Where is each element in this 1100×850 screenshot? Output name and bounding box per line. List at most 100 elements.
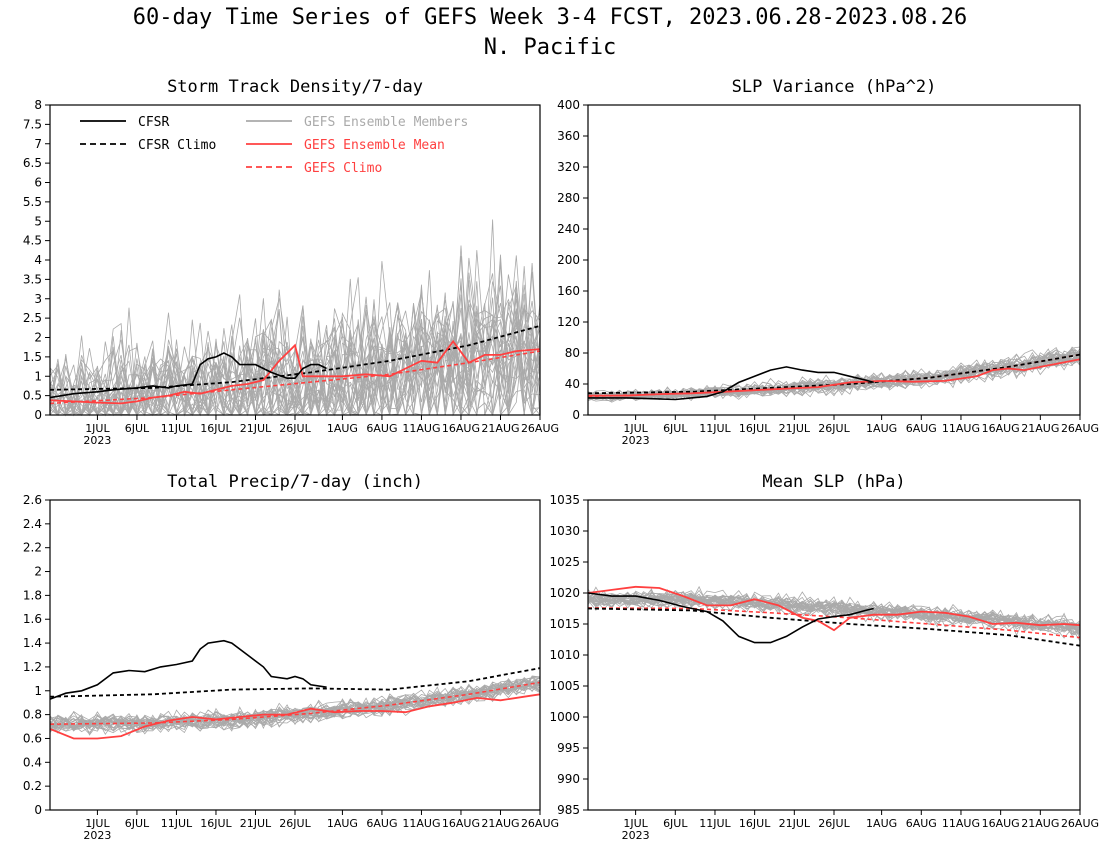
ensemble-member-line [587, 354, 1081, 400]
x-tick-label: 1JUL [85, 817, 110, 830]
x-tick-label: 6JUL [125, 422, 150, 435]
y-tick-label: 7.5 [23, 117, 42, 131]
legend-mean-label: GEFS Ensemble Mean [304, 138, 445, 153]
x-tick-label: 21AUG [1021, 422, 1059, 435]
y-tick-label: 3 [34, 292, 42, 306]
panel-title: Mean SLP (hPa) [762, 472, 905, 492]
y-tick-label: 0.2 [23, 779, 42, 793]
x-tick-label: 11JUL [699, 422, 731, 435]
y-tick-label: 995 [557, 741, 580, 755]
chart-panel-2: SLP Variance (hPa^2) 0 40 80 120 160 200 240 280… [557, 77, 1099, 447]
y-tick-label: 0 [34, 408, 42, 422]
ensemble-member-line [587, 354, 1081, 401]
gefs-climo-line [49, 681, 541, 725]
y-tick-label: 4 [34, 253, 42, 267]
y-tick-label: 6.5 [23, 156, 42, 170]
cfsr-line [49, 352, 327, 399]
y-tick-label: 2 [34, 331, 42, 345]
y-tick-label: 0 [34, 803, 42, 817]
ensemble-member-line [49, 285, 541, 417]
ensemble-member-line [49, 250, 541, 416]
x-tick-label: 21JUL [240, 422, 272, 435]
ensemble-member-line [49, 679, 541, 732]
x-tick-label: 16JUL [739, 817, 771, 830]
y-tick-label: 2.6 [23, 493, 42, 507]
ensemble-member-line [49, 677, 541, 733]
y-tick-label: 1025 [549, 555, 580, 569]
x-tick-label: 11JUL [699, 817, 731, 830]
y-tick-label: 1.5 [23, 350, 42, 364]
x-tick-label: 21AUG [481, 817, 519, 830]
ensemble-member-line [49, 270, 541, 417]
y-tick-label: 240 [557, 222, 580, 236]
x-tick-label: 1AUG [327, 817, 358, 830]
x-tick-label: 1JUL [623, 422, 648, 435]
y-tick-label: 0.8 [23, 708, 42, 722]
y-tick-label: 0 [572, 408, 580, 422]
ensemble-member-line [49, 277, 541, 417]
x-tick-label: 11JUL [161, 817, 193, 830]
y-tick-label: 1010 [549, 648, 580, 662]
panel-title: SLP Variance (hPa^2) [732, 77, 937, 97]
y-tick-label: 200 [557, 253, 580, 267]
plot-frame [49, 499, 541, 811]
x-tick-label: 26JUL [818, 422, 850, 435]
y-tick-label: 4.5 [23, 234, 42, 248]
panel-title: Total Precip/7-day (inch) [167, 472, 423, 492]
y-tick-label: 40 [565, 377, 580, 391]
x-tick-label: 21JUL [779, 817, 811, 830]
x-tick-label: 26AUG [521, 817, 559, 830]
x-tick-label: 21JUL [240, 817, 272, 830]
y-tick-label: 990 [557, 772, 580, 786]
y-tick-label: 0.5 [23, 389, 42, 403]
figure-region: N. Pacific [483, 35, 617, 60]
chart-panel-1: Storm Track Density/7-day 0 0.5 1 1.5 2 2.5 3 3.… [23, 77, 559, 447]
x-tick-label: 6AUG [906, 422, 937, 435]
y-tick-label: 2 [34, 565, 42, 579]
x-tick-label: 6JUL [663, 817, 688, 830]
x-tick-label: 26JUL [279, 817, 311, 830]
x-tick-label: 6JUL [663, 422, 688, 435]
gefs-mean-line [49, 339, 541, 405]
y-tick-label: 0.6 [23, 731, 42, 745]
cfsr-climo-line [587, 607, 1081, 647]
x-tick-label: 6AUG [366, 817, 397, 830]
x-tick-label: 1JUL [623, 817, 648, 830]
y-tick-label: 1005 [549, 679, 580, 693]
x-tick-label: 11AUG [402, 817, 440, 830]
ensemble-member-line [587, 354, 1081, 400]
x-tick-label: 26AUG [521, 422, 559, 435]
x-tick-label: 11JUL [161, 422, 193, 435]
x-tick-label: 11AUG [402, 422, 440, 435]
y-tick-label: 1.8 [23, 588, 42, 602]
cfsr-line [587, 592, 874, 644]
chart-panel-3: Total Precip/7-day (inch)00.20.40.60.811… [23, 472, 559, 842]
x-tick-label: 16JUL [200, 817, 232, 830]
y-tick-label: 1.4 [23, 636, 42, 650]
x-year-label: 2023 [83, 829, 111, 842]
x-tick-label: 1JUL [85, 422, 110, 435]
ensemble-member-line [49, 676, 541, 730]
y-tick-label: 160 [557, 284, 580, 298]
y-tick-label: 1030 [549, 524, 580, 538]
x-year-label: 2023 [622, 434, 650, 447]
y-tick-label: 400 [557, 98, 580, 112]
panel-title: Storm Track Density/7-day [167, 77, 423, 97]
x-tick-label: 6JUL [125, 817, 150, 830]
ensemble-member-line [49, 679, 541, 735]
legend-cfsr-label: CFSR [138, 115, 169, 130]
legend: CFSR CFSR Climo GEFS Ensemble Members GEFS … [80, 115, 468, 176]
x-tick-label: 1AUG [327, 422, 358, 435]
y-tick-label: 360 [557, 129, 580, 143]
y-tick-label: 1035 [549, 493, 580, 507]
y-tick-label: 5.5 [23, 195, 42, 209]
x-tick-label: 6AUG [366, 422, 397, 435]
x-tick-label: 1AUG [866, 422, 897, 435]
x-tick-label: 21AUG [481, 422, 519, 435]
gefs-mean-line [588, 358, 1081, 397]
y-tick-label: 1000 [549, 710, 580, 724]
cfsr-climo-line [49, 325, 541, 391]
ensemble-member-line [587, 349, 1081, 401]
x-year-label: 2023 [622, 829, 650, 842]
y-tick-label: 985 [557, 803, 580, 817]
